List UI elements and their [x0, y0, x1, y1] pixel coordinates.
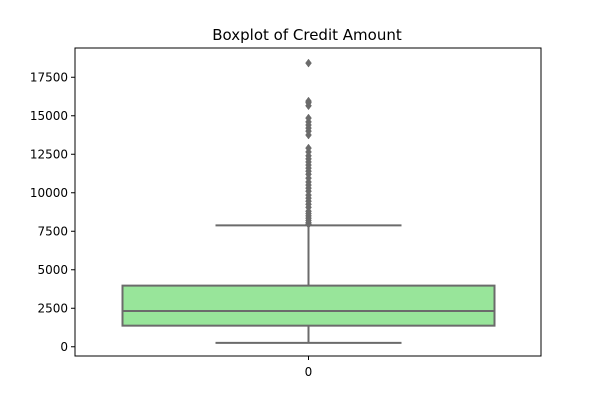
y-tick-label: 0 — [60, 340, 68, 354]
y-tick-label: 15000 — [30, 109, 68, 123]
y-tick-label: 2500 — [37, 301, 68, 315]
y-tick-label: 7500 — [37, 224, 68, 238]
outlier-point — [305, 113, 312, 123]
iqr-box — [121, 284, 496, 327]
chart-title: Boxplot of Credit Amount — [212, 26, 402, 44]
outlier-point — [305, 143, 312, 153]
y-tick-label: 17500 — [30, 70, 68, 84]
y-tick-label: 5000 — [37, 263, 68, 277]
outlier-point — [305, 58, 312, 68]
x-tick-label: 0 — [305, 365, 313, 379]
plot-area — [121, 58, 496, 344]
y-tick-label: 12500 — [30, 147, 68, 161]
outlier-point — [305, 96, 312, 106]
y-tick-label: 10000 — [30, 186, 68, 200]
